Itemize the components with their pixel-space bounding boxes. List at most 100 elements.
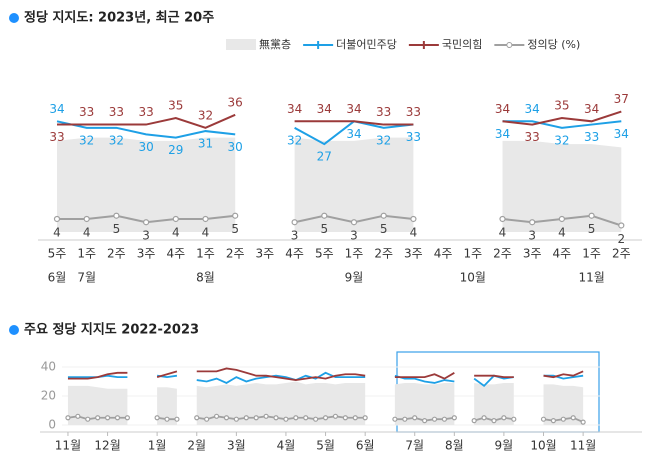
legend-label: 국민의힘: [442, 38, 482, 51]
marker: [95, 415, 101, 421]
marker: [350, 219, 358, 226]
value-label: 5: [113, 222, 121, 236]
marker: [352, 415, 358, 421]
title-dot: [9, 13, 19, 23]
value-label: 34: [346, 102, 361, 116]
legend-label: 정의당 (%): [527, 38, 580, 51]
marker: [273, 415, 279, 421]
x-tick-label: 5주: [48, 247, 67, 261]
x-tick-label: 5주: [315, 247, 334, 261]
marker: [164, 416, 170, 422]
value-label: 32: [79, 133, 94, 147]
value-label: 33: [406, 105, 421, 119]
value-label: 27: [317, 150, 332, 164]
marker: [253, 415, 259, 421]
area: [502, 140, 622, 232]
marker: [194, 415, 200, 421]
x-tick-label: 1주: [196, 247, 215, 261]
line: [394, 374, 455, 384]
legend-swatch: [226, 39, 256, 50]
value-label: 5: [380, 222, 388, 236]
value-label: 33: [109, 105, 124, 119]
line: [543, 374, 584, 380]
y-tick-label: 0: [48, 418, 56, 432]
line: [196, 371, 366, 384]
value-label: 31: [198, 137, 213, 151]
x-tick-label: 6월: [356, 439, 375, 453]
area: [474, 382, 514, 425]
marker: [342, 415, 348, 421]
area: [157, 387, 177, 425]
x-tick-label: 10월: [530, 439, 556, 453]
line: [474, 374, 514, 379]
value-label: 35: [554, 99, 569, 113]
marker: [83, 215, 90, 223]
marker: [558, 215, 566, 223]
marker: [471, 418, 477, 424]
x-tick-label: 3주: [256, 247, 275, 261]
value-label: 5: [231, 222, 239, 236]
marker: [322, 415, 329, 421]
value-label: 34: [317, 102, 332, 116]
marker: [491, 418, 497, 424]
value-label: 34: [525, 102, 540, 116]
month-label: 8월: [196, 271, 215, 285]
marker: [232, 212, 239, 219]
area: [57, 137, 236, 232]
x-tick-label: 7월: [405, 439, 424, 453]
x-tick-label: 4주: [553, 247, 572, 261]
value-label: 4: [499, 225, 507, 239]
marker: [550, 418, 557, 424]
marker: [124, 415, 130, 421]
marker: [172, 215, 179, 223]
value-label: 34: [49, 102, 64, 116]
marker: [392, 416, 398, 422]
chart-title: 주요 정당 지지도 2022-2023: [24, 322, 199, 338]
marker: [362, 415, 368, 421]
value-label: 32: [554, 133, 569, 147]
value-label: 32: [287, 133, 302, 147]
value-label: 34: [584, 102, 599, 116]
marker: [223, 415, 230, 421]
x-tick-label: 12월: [94, 439, 120, 453]
value-label: 4: [53, 225, 61, 239]
marker: [202, 215, 209, 223]
marker: [402, 416, 408, 422]
value-label: 4: [410, 225, 418, 239]
value-label: 4: [172, 225, 180, 239]
value-label: 30: [228, 140, 243, 154]
month-label: 7월: [77, 271, 96, 285]
x-tick-label: 2주: [612, 247, 631, 261]
x-tick-label: 11월: [55, 439, 81, 453]
x-tick-label: 2주: [107, 247, 126, 261]
x-tick-label: 5월: [316, 439, 335, 453]
marker: [529, 219, 536, 226]
line: [57, 113, 236, 129]
value-label: 32: [198, 108, 213, 122]
value-label: 2: [617, 232, 625, 246]
value-label: 37: [614, 92, 629, 106]
marker: [618, 222, 625, 229]
value-label: 34: [614, 127, 629, 141]
marker: [213, 413, 220, 419]
value-label: 33: [79, 105, 94, 119]
marker: [321, 212, 328, 219]
value-label: 33: [138, 105, 153, 119]
marker: [293, 415, 299, 421]
value-label: 33: [584, 130, 599, 144]
marker: [499, 215, 506, 223]
x-tick-label: 3주: [404, 247, 423, 261]
title-dot: [9, 325, 19, 335]
value-label: 4: [558, 225, 566, 239]
x-tick-label: 2주: [493, 247, 512, 261]
month-label: 6월: [48, 271, 67, 285]
value-label: 5: [320, 222, 328, 236]
marker: [332, 413, 339, 419]
line: [502, 110, 622, 126]
value-label: 3: [291, 229, 299, 243]
marker: [243, 415, 249, 421]
marker: [451, 415, 457, 421]
marker: [412, 415, 418, 421]
marker: [263, 413, 269, 419]
marker: [501, 415, 507, 421]
